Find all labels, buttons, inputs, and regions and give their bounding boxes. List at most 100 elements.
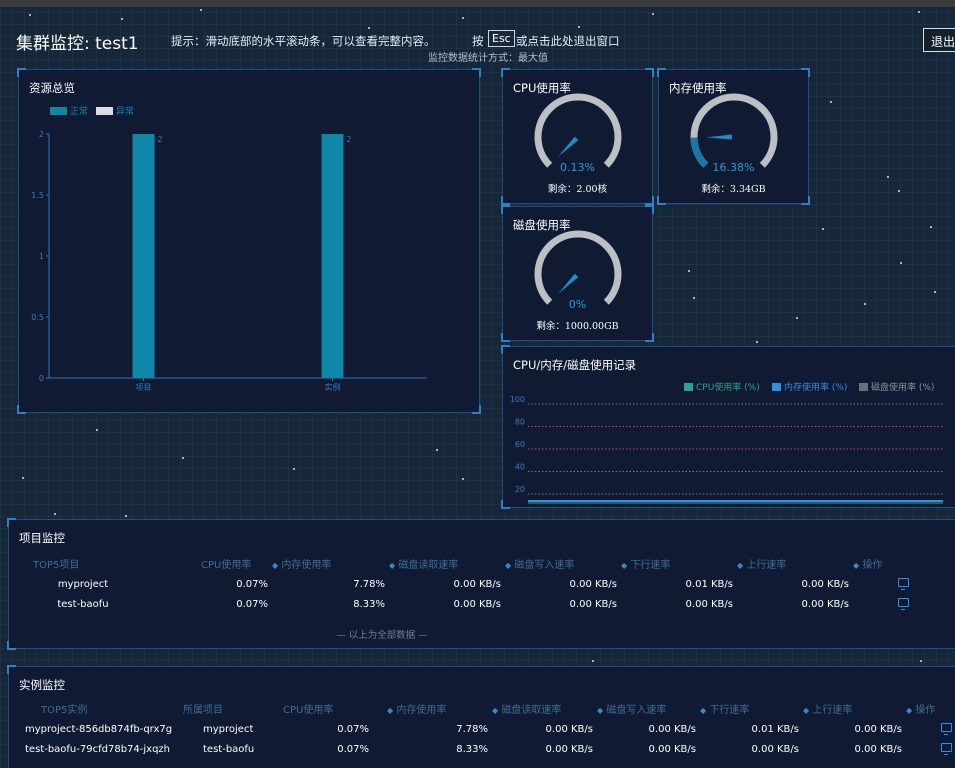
star-dot bbox=[822, 228, 824, 230]
down-value: 0.00 KB/s bbox=[751, 743, 799, 755]
col-disk-read[interactable]: ◆ 磁盘读取速率 bbox=[389, 559, 459, 571]
col-down[interactable]: ◆ 下行速率 bbox=[621, 559, 671, 571]
project-monitor-title: 项目监控 bbox=[19, 531, 65, 545]
sort-icon[interactable]: ◆ bbox=[389, 560, 396, 570]
star-dot bbox=[368, 27, 370, 29]
col-up[interactable]: ◆ 上行速率 bbox=[737, 559, 787, 571]
legend-disk[interactable]: 磁盘使用率 (%) bbox=[859, 380, 934, 393]
sort-icon[interactable]: ◆ bbox=[492, 705, 499, 715]
instance-table-header: TOP5实例 所属项目 CPU使用率 ◆ 内存使用率 ◆ 磁盘读取速率 ◆ 磁盘… bbox=[25, 697, 952, 719]
y-tick-label: 0.5 bbox=[31, 313, 44, 322]
y-tick-label: 0 bbox=[39, 374, 44, 383]
legend-normal-swatch bbox=[50, 106, 67, 115]
x-tick-label: 项目 bbox=[136, 383, 152, 392]
legend-normal[interactable]: 正常 bbox=[50, 104, 88, 117]
star-dot bbox=[900, 262, 902, 264]
sort-icon[interactable]: ◆ bbox=[272, 560, 279, 570]
project-monitor-panel: 项目监控 TOP5项目 CPU使用率 ◆ 内存使用率 ◆ 磁盘读取速率 ◆ 磁盘… bbox=[7, 518, 955, 650]
col-mem[interactable]: ◆ 内存使用率 bbox=[387, 704, 447, 716]
star-dot bbox=[688, 270, 690, 272]
table-row: test-baofu-79cfd78b74-jxqzh test-baofu 0… bbox=[25, 739, 952, 759]
monitor-icon[interactable] bbox=[898, 598, 909, 610]
exit-button[interactable]: 退出 bbox=[923, 28, 955, 52]
instance-name: test-baofu-79cfd78b74-jxqzh bbox=[25, 743, 170, 755]
sort-icon[interactable]: ◆ bbox=[597, 705, 604, 715]
disk-write-value: 0.00 KB/s bbox=[648, 723, 696, 735]
usage-history-panel: CPU/内存/磁盘使用记录 CPU使用率 (%) 内存使用率 (%) 磁盘使用率… bbox=[501, 345, 955, 509]
sort-icon[interactable]: ◆ bbox=[621, 560, 628, 570]
monitor-icon[interactable] bbox=[898, 578, 909, 590]
bar-data-label: 2 bbox=[158, 135, 163, 144]
up-value: 0.00 KB/s bbox=[854, 723, 902, 735]
star-dot bbox=[918, 11, 920, 13]
star-dot bbox=[934, 291, 936, 293]
cpu-value: 0.07% bbox=[337, 743, 369, 755]
monitor-icon[interactable] bbox=[941, 743, 952, 755]
col-down[interactable]: ◆ 下行速率 bbox=[700, 704, 750, 716]
col-top5-instance: TOP5实例 bbox=[41, 704, 88, 716]
star-dot bbox=[756, 341, 758, 343]
cpu-value: 0.07% bbox=[236, 578, 268, 590]
cpu-remaining: 剩余：2.00核 bbox=[547, 184, 608, 195]
star-dot bbox=[864, 303, 866, 305]
sort-icon[interactable]: ◆ bbox=[803, 705, 810, 715]
gauge-track bbox=[690, 93, 778, 168]
scroll-hint: 提示：滑动底部的水平滚动条，可以查看完整内容。 bbox=[171, 34, 436, 48]
esc-key-badge: Esc bbox=[488, 30, 515, 47]
bar-normal bbox=[132, 134, 155, 378]
memory-usage-title: 内存使用率 bbox=[669, 81, 727, 95]
y-tick-label: 20 bbox=[515, 485, 525, 494]
disk-gauge bbox=[534, 230, 622, 305]
gauge-track bbox=[534, 230, 622, 305]
col-mem[interactable]: ◆ 内存使用率 bbox=[272, 559, 332, 571]
resource-overview-panel: 资源总览 正常 异常 0 0.5 1 1.5 2 2 项目 2 实例 bbox=[17, 68, 481, 414]
star-dot bbox=[22, 477, 24, 479]
y-tick-label: 1 bbox=[39, 252, 44, 261]
col-cpu[interactable]: CPU使用率 bbox=[283, 704, 334, 716]
legend-abnormal[interactable]: 异常 bbox=[96, 104, 134, 117]
instance-monitor-panel: 实例监控 TOP5实例 所属项目 CPU使用率 ◆ 内存使用率 ◆ 磁盘读取速率… bbox=[7, 665, 955, 768]
col-disk-write[interactable]: ◆ 磁盘写入速率 bbox=[505, 559, 575, 571]
project-name: test-baofu bbox=[203, 743, 255, 755]
legend-memory-swatch bbox=[772, 382, 781, 391]
usage-history-chart: 100 80 60 40 20 bbox=[510, 395, 943, 504]
star-dot bbox=[436, 449, 438, 451]
star-dot bbox=[54, 513, 56, 515]
col-disk-read[interactable]: ◆ 磁盘读取速率 bbox=[492, 704, 562, 716]
memory-usage-panel: 内存使用率 16.38% 剩余：3.34GB bbox=[657, 68, 810, 205]
legend-memory[interactable]: 内存使用率 (%) bbox=[772, 380, 847, 393]
col-up[interactable]: ◆ 上行速率 bbox=[803, 704, 853, 716]
star-dot bbox=[462, 17, 464, 19]
gauge-needle bbox=[558, 273, 579, 294]
gauge-needle bbox=[706, 134, 733, 140]
y-tick-label: 40 bbox=[515, 463, 525, 472]
cpu-usage-title: CPU使用率 bbox=[513, 81, 571, 95]
monitor-icon[interactable] bbox=[941, 723, 952, 735]
sort-icon[interactable]: ◆ bbox=[505, 560, 512, 570]
star-dot bbox=[293, 468, 295, 470]
col-disk-write[interactable]: ◆ 磁盘写入速率 bbox=[597, 704, 667, 716]
memory-gauge-value: 16.38% bbox=[712, 161, 755, 174]
disk-read-value: 0.00 KB/s bbox=[545, 723, 593, 735]
disk-read-value: 0.00 KB/s bbox=[545, 743, 593, 755]
star-dot bbox=[920, 660, 922, 662]
star-dot bbox=[121, 18, 123, 20]
legend-disk-label: 磁盘使用率 (%) bbox=[871, 383, 935, 393]
sort-icon[interactable]: ◆ bbox=[737, 560, 744, 570]
sort-icon[interactable]: ◆ bbox=[853, 560, 860, 570]
star-dot bbox=[182, 457, 184, 459]
gauge-fill bbox=[690, 137, 709, 168]
star-dot bbox=[830, 101, 832, 103]
sort-icon[interactable]: ◆ bbox=[700, 705, 707, 715]
col-cpu[interactable]: CPU使用率 bbox=[201, 559, 252, 571]
press-label: 按 bbox=[472, 34, 484, 48]
y-tick-label: 1.5 bbox=[31, 191, 44, 200]
sort-icon[interactable]: ◆ bbox=[387, 705, 394, 715]
up-value: 0.00 KB/s bbox=[801, 578, 849, 590]
mem-value: 8.33% bbox=[353, 598, 385, 610]
sort-icon[interactable]: ◆ bbox=[906, 705, 913, 715]
y-tick-label: 2 bbox=[39, 130, 44, 139]
legend-cpu[interactable]: CPU使用率 (%) bbox=[684, 380, 760, 393]
col-action: ◆ 操作 bbox=[906, 704, 936, 716]
exit-window-link[interactable]: 或点击此处退出窗口 bbox=[516, 34, 620, 48]
